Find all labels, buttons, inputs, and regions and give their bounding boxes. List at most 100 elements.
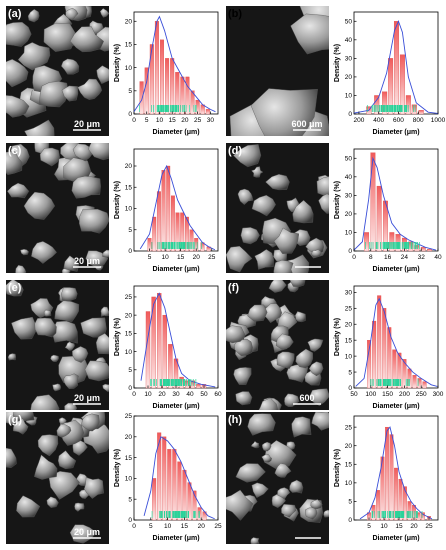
particle — [250, 440, 260, 449]
y-tick-label: 0 — [128, 248, 132, 255]
x-tick-label: 5 — [148, 254, 152, 261]
y-tick-label: 25 — [345, 306, 353, 313]
y-tick-label: 10 — [125, 476, 133, 483]
sem-image-b: 600 μm — [226, 6, 329, 136]
panel-label-e: (e) — [8, 282, 22, 294]
particle — [240, 227, 260, 245]
particle — [11, 316, 38, 340]
particle — [69, 26, 104, 53]
particle — [43, 22, 78, 52]
particle — [311, 249, 322, 258]
particle — [100, 306, 109, 317]
x-tick-label: 16 — [384, 254, 392, 261]
y-axis-label: Density (%) — [334, 318, 341, 356]
histogram-bar — [200, 104, 205, 115]
y-tick-label: 0 — [348, 517, 352, 524]
x-axis-label: Diameter (μm) — [372, 129, 419, 136]
histogram-bar — [177, 461, 182, 521]
x-tick-label: 40 — [434, 254, 442, 261]
histogram-bar — [412, 375, 417, 389]
y-tick-label: 15 — [125, 455, 133, 462]
x-tick-label: 5 — [145, 117, 149, 124]
panel-label-c: (c) — [8, 145, 22, 157]
y-tick-label: 50 — [345, 155, 353, 162]
chart-d: 0 8 16 24 32 40 0 10 20 30 40 50 Diameter (μm) Densit… — [332, 143, 442, 277]
scale-bar-label: 20 μm — [74, 256, 100, 266]
scale-bar-label: 20 μm — [74, 527, 100, 537]
x-axis-label: Diameter (μm) — [152, 403, 199, 410]
histogram-bar — [417, 378, 422, 389]
particle — [30, 394, 60, 410]
histogram-bar — [403, 486, 407, 521]
histogram-bar — [389, 232, 395, 252]
particle — [12, 412, 35, 422]
x-tick-label: 0 — [352, 254, 356, 261]
particle — [63, 373, 79, 389]
particle — [79, 208, 109, 234]
y-tick-label: 10 — [125, 206, 133, 213]
particle — [81, 413, 100, 432]
histogram-bar — [192, 490, 197, 521]
particle — [34, 454, 58, 480]
y-tick-label: 5 — [128, 496, 132, 503]
histogram-bar — [149, 44, 154, 115]
y-tick-label: 15 — [125, 184, 133, 191]
x-tick-label: 24 — [401, 254, 409, 261]
chart-svg: 5 10 15 20 25 0 5 10 15 20 25 Diameter (μm) Density … — [334, 415, 439, 542]
particle — [61, 287, 78, 302]
particle — [61, 58, 80, 75]
particle — [52, 383, 62, 392]
histogram-bar — [405, 95, 411, 115]
particle — [96, 65, 109, 85]
y-axis-label: Density (%) — [334, 181, 341, 219]
particle — [20, 248, 29, 256]
histogram-bar — [162, 436, 167, 521]
y-tick-label: 20 — [345, 74, 353, 81]
particle — [275, 333, 294, 351]
y-tick-label: 20 — [345, 211, 353, 218]
particle — [323, 509, 329, 518]
particle — [318, 193, 329, 214]
particle — [85, 250, 109, 268]
particle — [65, 7, 79, 21]
particle — [64, 341, 75, 351]
y-tick-label: 10 — [125, 65, 133, 72]
histogram-bar — [376, 185, 382, 252]
histogram-bar — [168, 344, 173, 389]
x-tick-label: 5 — [149, 523, 153, 530]
x-tick-label: 25 — [425, 523, 433, 530]
particle — [34, 317, 57, 338]
y-tick-label: 0 — [128, 385, 132, 392]
x-tick-label: 800 — [413, 117, 424, 124]
x-tick-label: 20 — [410, 523, 418, 530]
particle — [82, 419, 109, 454]
particle — [307, 338, 324, 352]
particle — [37, 434, 59, 457]
particle — [274, 463, 292, 478]
particle — [235, 391, 253, 406]
panel-label-d: (d) — [228, 145, 243, 157]
histogram-bar — [189, 229, 194, 252]
histogram-bar — [382, 308, 387, 389]
x-axis-label: Diameter (μm) — [152, 129, 199, 136]
histogram-bar — [185, 76, 190, 115]
particle — [237, 188, 254, 205]
y-tick-label: 0 — [128, 517, 132, 524]
particle — [277, 487, 291, 500]
histogram-bar — [367, 340, 372, 389]
particle — [102, 383, 109, 393]
histogram-bar — [162, 314, 167, 389]
y-tick-label: 15 — [125, 42, 133, 49]
y-tick-label: 20 — [125, 312, 133, 319]
particle — [38, 81, 69, 108]
x-tick-label: 600 — [393, 117, 404, 124]
particle — [56, 423, 72, 438]
histogram-bar — [370, 152, 376, 252]
particle — [71, 175, 101, 199]
x-tick-label: 40 — [186, 391, 194, 398]
particle — [43, 309, 52, 317]
fit-curve — [355, 297, 438, 387]
particle — [273, 259, 294, 273]
x-tick-label: 25 — [214, 523, 222, 530]
x-tick-label: 20 — [193, 254, 201, 261]
